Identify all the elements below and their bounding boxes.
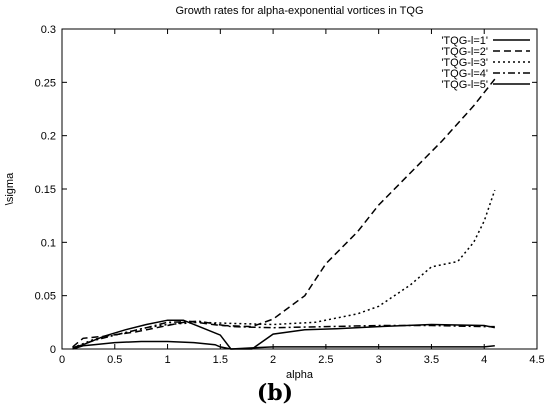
x-tick-label: 2 (270, 354, 276, 366)
x-axis: 0 0.5 1 1.5 2 2.5 3 3.5 4 4.5 (59, 29, 545, 366)
y-tick-label: 0.1 (41, 237, 56, 249)
series-line-l2 (72, 78, 496, 348)
legend-label-l1: 'TQG-l=1' (441, 35, 488, 47)
y-axis-title: \sigma (4, 172, 16, 205)
y-tick-label: 0.3 (41, 24, 56, 36)
x-tick-label: 4.5 (529, 354, 544, 366)
series-layer (72, 78, 496, 350)
y-tick-label: 0.05 (35, 291, 56, 303)
x-tick-label: 1.5 (213, 354, 228, 366)
series-line-l5 (72, 319, 495, 350)
y-tick-label: 0 (50, 344, 56, 356)
chart-title: Growth rates for alpha-exponential vorti… (175, 5, 423, 17)
panel-label: (b) (256, 380, 294, 406)
x-tick-label: 3.5 (424, 354, 439, 366)
x-tick-label: 0.5 (107, 354, 122, 366)
legend-label-l4: 'TQG-l=4' (441, 68, 488, 80)
x-tick-label: 3 (376, 354, 382, 366)
series-line-l1 (72, 340, 495, 350)
x-tick-label: 4 (481, 354, 487, 366)
x-axis-title: alpha (286, 369, 314, 381)
y-tick-label: 0.25 (35, 77, 56, 89)
y-tick-label: 0.15 (35, 184, 56, 196)
y-tick-label: 0.2 (41, 131, 56, 143)
x-tick-label: 2.5 (318, 354, 333, 366)
y-axis: 0 0.05 0.1 0.15 0.2 0.25 0.3 (35, 24, 537, 356)
legend: 'TQG-l=1''TQG-l=2''TQG-l=3''TQG-l=4''TQG… (441, 35, 530, 91)
series-line-l4 (72, 320, 495, 349)
legend-label-l2: 'TQG-l=2' (441, 46, 488, 58)
legend-label-l3: 'TQG-l=3' (441, 57, 488, 69)
x-tick-label: 1 (164, 354, 170, 366)
x-tick-label: 0 (59, 354, 65, 366)
legend-label-l5: 'TQG-l=5' (441, 79, 488, 91)
